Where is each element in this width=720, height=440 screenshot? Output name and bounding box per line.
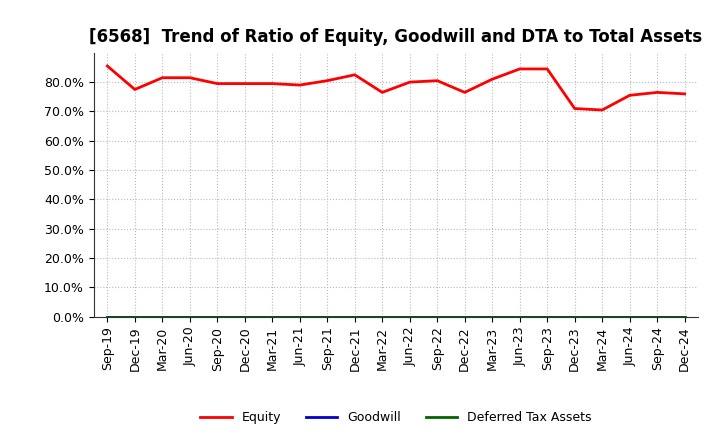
Deferred Tax Assets (598, 314, 606, 319)
Deferred Tax Assets (680, 314, 689, 319)
Goodwill (351, 314, 359, 319)
Title: [6568]  Trend of Ratio of Equity, Goodwill and DTA to Total Assets: [6568] Trend of Ratio of Equity, Goodwil… (89, 28, 703, 46)
Equity (103, 63, 112, 69)
Deferred Tax Assets (158, 314, 166, 319)
Goodwill (598, 314, 606, 319)
Goodwill (488, 314, 497, 319)
Deferred Tax Assets (130, 314, 139, 319)
Deferred Tax Assets (378, 314, 387, 319)
Deferred Tax Assets (405, 314, 414, 319)
Goodwill (323, 314, 332, 319)
Goodwill (516, 314, 524, 319)
Goodwill (460, 314, 469, 319)
Deferred Tax Assets (268, 314, 276, 319)
Goodwill (653, 314, 662, 319)
Goodwill (158, 314, 166, 319)
Deferred Tax Assets (460, 314, 469, 319)
Deferred Tax Assets (295, 314, 304, 319)
Equity (323, 78, 332, 83)
Deferred Tax Assets (103, 314, 112, 319)
Goodwill (570, 314, 579, 319)
Equity (268, 81, 276, 86)
Goodwill (130, 314, 139, 319)
Goodwill (626, 314, 634, 319)
Goodwill (680, 314, 689, 319)
Equity (653, 90, 662, 95)
Deferred Tax Assets (433, 314, 441, 319)
Goodwill (295, 314, 304, 319)
Equity (543, 66, 552, 72)
Equity (351, 72, 359, 77)
Goodwill (103, 314, 112, 319)
Goodwill (268, 314, 276, 319)
Deferred Tax Assets (240, 314, 249, 319)
Deferred Tax Assets (626, 314, 634, 319)
Equity (405, 80, 414, 85)
Equity (570, 106, 579, 111)
Deferred Tax Assets (516, 314, 524, 319)
Deferred Tax Assets (213, 314, 222, 319)
Deferred Tax Assets (186, 314, 194, 319)
Goodwill (433, 314, 441, 319)
Equity (460, 90, 469, 95)
Goodwill (405, 314, 414, 319)
Equity (186, 75, 194, 81)
Equity (378, 90, 387, 95)
Deferred Tax Assets (570, 314, 579, 319)
Deferred Tax Assets (543, 314, 552, 319)
Equity (295, 82, 304, 88)
Equity (130, 87, 139, 92)
Goodwill (378, 314, 387, 319)
Deferred Tax Assets (323, 314, 332, 319)
Deferred Tax Assets (351, 314, 359, 319)
Goodwill (213, 314, 222, 319)
Equity (213, 81, 222, 86)
Equity (626, 93, 634, 98)
Legend: Equity, Goodwill, Deferred Tax Assets: Equity, Goodwill, Deferred Tax Assets (195, 407, 597, 429)
Equity (433, 78, 441, 83)
Goodwill (186, 314, 194, 319)
Deferred Tax Assets (653, 314, 662, 319)
Equity (598, 107, 606, 113)
Equity (516, 66, 524, 72)
Goodwill (543, 314, 552, 319)
Equity (240, 81, 249, 86)
Equity (158, 75, 166, 81)
Line: Equity: Equity (107, 66, 685, 110)
Goodwill (240, 314, 249, 319)
Equity (488, 77, 497, 82)
Deferred Tax Assets (488, 314, 497, 319)
Equity (680, 91, 689, 96)
